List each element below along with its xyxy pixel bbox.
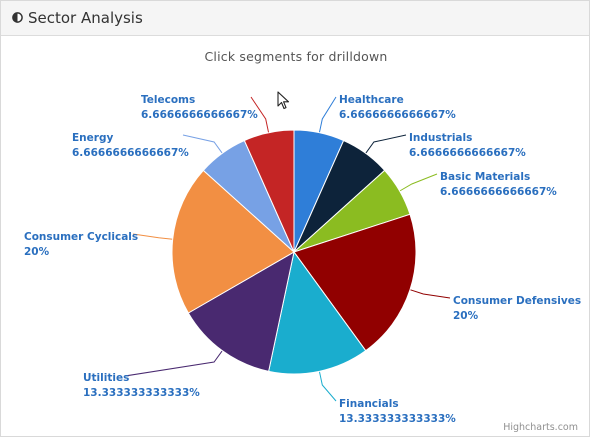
connector-industrials	[365, 134, 407, 154]
data-label-energy: Energy 6.6666666666667%	[72, 132, 189, 159]
pie-slice-utilities[interactable]	[187, 251, 295, 372]
data-label-consumer-cyclicals: Consumer Cyclicals 20%	[24, 231, 138, 258]
half-circle-icon	[12, 12, 23, 23]
highcharts-credits[interactable]: Highcharts.com	[503, 422, 578, 433]
data-label-healthcare: Healthcare 6.6666666666667%	[339, 94, 456, 121]
connector-consumer-cyclicals	[132, 233, 173, 240]
chart-subtitle: Click segments for drilldown	[204, 49, 387, 64]
data-label-basic-materials: Basic Materials 6.6666666666667%	[440, 171, 557, 198]
pie-slice-consumer-defensives[interactable]	[293, 213, 417, 352]
pie-slice-telecoms[interactable]	[243, 129, 295, 253]
panel-header: Sector Analysis	[1, 1, 589, 36]
pie-slice-financials[interactable]	[268, 250, 367, 375]
data-label-industrials: Industrials 6.6666666666667%	[409, 132, 526, 159]
panel-title: Sector Analysis	[28, 9, 143, 27]
connector-telecoms	[250, 96, 270, 133]
connector-consumer-defensives	[409, 289, 451, 299]
data-label-financials: Financials 13.333333333333%	[339, 398, 456, 425]
mouse-cursor-icon	[277, 91, 290, 110]
pie-chart: Click segments for drilldown Healthcare 6…	[24, 49, 581, 433]
connector-utilities	[124, 350, 223, 377]
slice-labels: Healthcare 6.6666666666667% Industrials 6.6…	[24, 94, 581, 425]
connector-financials	[318, 371, 337, 402]
pie-slices	[171, 129, 417, 375]
connector-energy	[182, 134, 223, 154]
connector-basic-materials	[399, 173, 438, 192]
data-label-consumer-defensives: Consumer Defensives 20%	[453, 295, 581, 322]
connector-healthcare	[318, 96, 337, 133]
data-label-telecoms: Telecoms 6.6666666666667%	[141, 94, 258, 121]
data-label-utilities: Utilities 13.333333333333%	[83, 372, 200, 399]
label-connectors	[124, 96, 451, 402]
pie-slice-consumer-cyclicals[interactable]	[171, 169, 295, 314]
